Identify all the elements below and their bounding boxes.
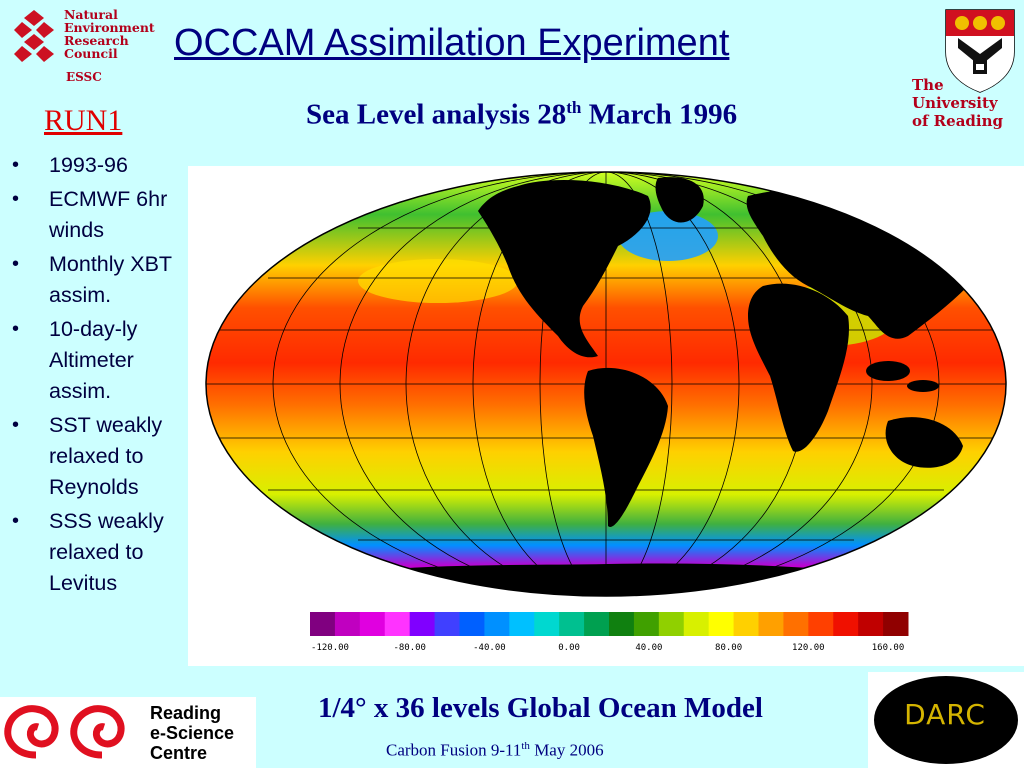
res-line: e-Science — [150, 723, 235, 743]
nerc-emblem-icon — [14, 10, 54, 62]
colorbar-tick-label: -80.00 — [393, 643, 426, 653]
colorbar-swatch — [658, 612, 685, 636]
colorbar-swatch — [310, 612, 336, 636]
colorbar-tick-label: -120.00 — [311, 643, 349, 653]
bullet-item: SSS weakly relaxed to Levitus — [0, 506, 175, 599]
footer-text: Carbon Fusion 9-11th May 2006 — [386, 740, 604, 761]
colorbar-tick-label: 80.00 — [715, 643, 742, 653]
footer-prefix: Carbon Fusion 9-11 — [386, 740, 522, 760]
colorbar-swatch — [534, 612, 560, 636]
colorbar-ticks: -120.00 -80.00 -40.00 0.00 40.00 80.00 120.00 1… — [311, 643, 904, 653]
university-crest-icon — [945, 9, 1015, 93]
nerc-line: Natural — [64, 7, 118, 22]
colorbar-swatch — [584, 612, 610, 636]
university-name: The University of Reading — [912, 76, 1022, 130]
colorbar-tick-label: 120.00 — [792, 643, 825, 653]
page-title: OCCAM Assimilation Experiment — [174, 22, 730, 64]
darc-logo: DARC — [868, 672, 1024, 768]
colorbar-swatch — [384, 612, 411, 636]
bullet-list: 1993-96 ECMWF 6hr winds Monthly XBT assi… — [0, 150, 175, 602]
res-line: Reading — [150, 703, 222, 723]
nerc-line: Council — [64, 46, 118, 61]
subtitle-superscript: th — [566, 98, 582, 117]
university-line: The — [912, 76, 944, 94]
colorbar-swatch — [683, 612, 710, 636]
colorbar-swatch — [833, 612, 859, 636]
reading-escience-logo: Reading e-Science Centre — [0, 697, 256, 768]
colorbar-tick-label: 0.00 — [558, 643, 580, 653]
nerc-logo: Natural Environment Research Council ESS… — [14, 6, 164, 92]
colorbar-swatch — [509, 612, 535, 636]
footer-suffix: May 2006 — [529, 740, 604, 760]
colorbar-tick-label: 160.00 — [872, 643, 905, 653]
colorbar-swatch — [409, 612, 436, 636]
spiral-logo-icon — [4, 705, 125, 759]
darc-label: DARC — [904, 698, 986, 731]
colorbar-swatch — [633, 612, 660, 636]
colorbar-tick-label: 40.00 — [635, 643, 662, 653]
colorbar-tick-label: -40.00 — [473, 643, 506, 653]
nerc-line: Research — [64, 33, 129, 48]
footer-superscript: th — [521, 740, 530, 752]
subtitle-suffix: March 1996 — [581, 98, 738, 131]
bullet-item: Monthly XBT assim. — [0, 249, 175, 311]
colorbar — [310, 612, 909, 636]
colorbar-swatch — [359, 612, 386, 636]
colorbar-swatch — [808, 612, 834, 636]
colorbar-swatch — [334, 612, 361, 636]
res-line: Centre — [150, 743, 208, 763]
model-caption: 1/4° x 36 levels Global Ocean Model — [318, 692, 763, 724]
bullet-item: 10-day-ly Altimeter assim. — [0, 314, 175, 407]
colorbar-swatch — [609, 612, 635, 636]
darc-oval-icon — [874, 676, 1018, 764]
run-label: RUN1 — [44, 104, 123, 137]
bullet-item: 1993-96 — [0, 150, 175, 181]
reading-escience-name: Reading e-Science Centre — [150, 703, 234, 763]
bullet-item: ECMWF 6hr winds — [0, 184, 175, 246]
sea-level-map: -120.00 -80.00 -40.00 0.00 40.00 80.00 120.00 1… — [205, 171, 1007, 653]
bullet-item: SST weakly relaxed to Reynolds — [0, 410, 175, 503]
colorbar-swatch — [459, 612, 485, 636]
colorbar-swatch — [783, 612, 809, 636]
colorbar-swatch — [559, 612, 585, 636]
nerc-name: Natural Environment Research Council — [64, 8, 164, 60]
sea-level-map-panel: -120.00 -80.00 -40.00 0.00 40.00 80.00 120.00 1… — [188, 166, 1024, 666]
subtitle-prefix: Sea Level analysis 28 — [306, 98, 567, 131]
colorbar-swatch — [858, 612, 884, 636]
university-line: of Reading — [912, 112, 1003, 130]
graticule — [206, 172, 1006, 596]
colorbar-swatch — [883, 612, 909, 636]
colorbar-swatch — [733, 612, 759, 636]
colorbar-swatch — [708, 612, 735, 636]
essc-label: ESSC — [66, 70, 102, 84]
map-subtitle: Sea Level analysis 28th March 1996 — [306, 98, 737, 132]
colorbar-swatch — [484, 612, 510, 636]
colorbar-swatch — [434, 612, 460, 636]
nerc-line: Environment — [64, 20, 155, 35]
university-line: University — [912, 94, 998, 112]
colorbar-swatch — [758, 612, 784, 636]
